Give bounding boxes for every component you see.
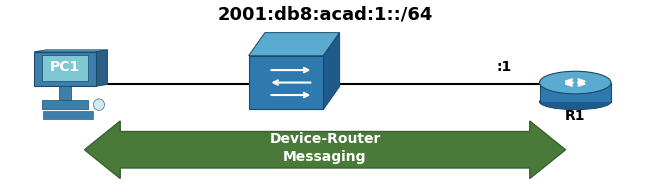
Text: :1: :1: [496, 60, 512, 74]
Ellipse shape: [94, 99, 105, 110]
FancyBboxPatch shape: [34, 52, 96, 86]
FancyBboxPatch shape: [43, 111, 94, 119]
Ellipse shape: [540, 94, 611, 110]
FancyBboxPatch shape: [248, 56, 324, 109]
FancyBboxPatch shape: [42, 100, 88, 109]
Polygon shape: [96, 50, 108, 86]
Polygon shape: [324, 33, 339, 109]
Text: PC1: PC1: [50, 60, 80, 74]
Polygon shape: [248, 33, 339, 56]
Polygon shape: [540, 83, 611, 102]
Text: Device-Router
Messaging: Device-Router Messaging: [269, 132, 381, 164]
Ellipse shape: [540, 71, 611, 94]
Polygon shape: [84, 121, 566, 179]
FancyBboxPatch shape: [42, 55, 88, 81]
Text: 2001:db8:acad:1::/64: 2001:db8:acad:1::/64: [217, 6, 433, 24]
Polygon shape: [34, 50, 108, 52]
Text: R1: R1: [565, 109, 586, 123]
FancyBboxPatch shape: [59, 86, 71, 100]
